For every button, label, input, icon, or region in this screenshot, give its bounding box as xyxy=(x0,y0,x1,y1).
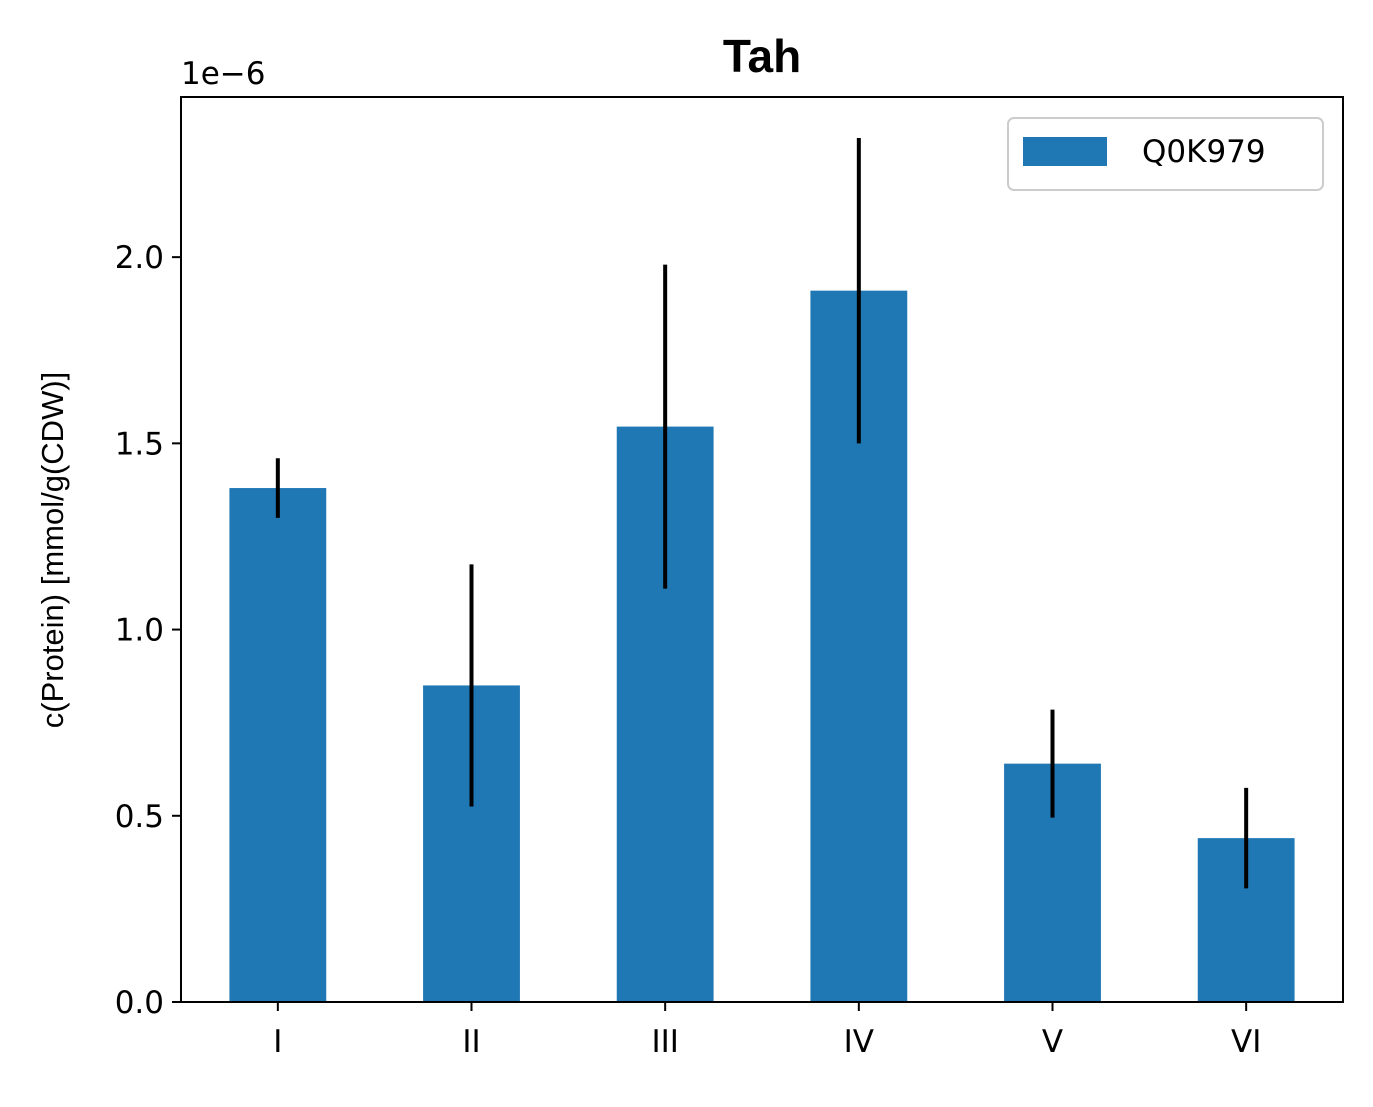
y-tick-label: 1.0 xyxy=(115,613,164,649)
legend-swatch xyxy=(1023,137,1107,166)
legend-label: Q0K979 xyxy=(1142,134,1266,170)
y-tick-label: 0.0 xyxy=(115,985,164,1021)
y-axis-offset-label: 1e−6 xyxy=(181,56,266,92)
legend-box xyxy=(1007,117,1324,191)
legend: Q0K979 xyxy=(1007,117,1324,191)
y-tick-label: 2.0 xyxy=(115,240,164,276)
x-tick-label-IV: IV xyxy=(844,1024,874,1060)
error-bars-layer xyxy=(275,137,1249,889)
x-tick-label-I: I xyxy=(273,1024,282,1060)
axes-layer: I II III IV V VI0.00.51.01.52.0 xyxy=(115,96,1344,1060)
x-tick-label-VI: VI xyxy=(1231,1024,1261,1060)
x-tick-label-III: III xyxy=(651,1024,678,1060)
y-tick-label: 0.5 xyxy=(115,799,164,835)
chart-title: Tah xyxy=(723,30,801,82)
y-tick-label: 1.5 xyxy=(115,426,164,462)
plot-frame xyxy=(180,96,1344,1003)
x-tick-label-V: V xyxy=(1042,1024,1063,1060)
bar-I xyxy=(229,488,327,1002)
x-tick-label-II: II xyxy=(462,1024,480,1060)
y-axis-label: c(Protein) [mmol/g(CDW)] xyxy=(35,372,70,729)
